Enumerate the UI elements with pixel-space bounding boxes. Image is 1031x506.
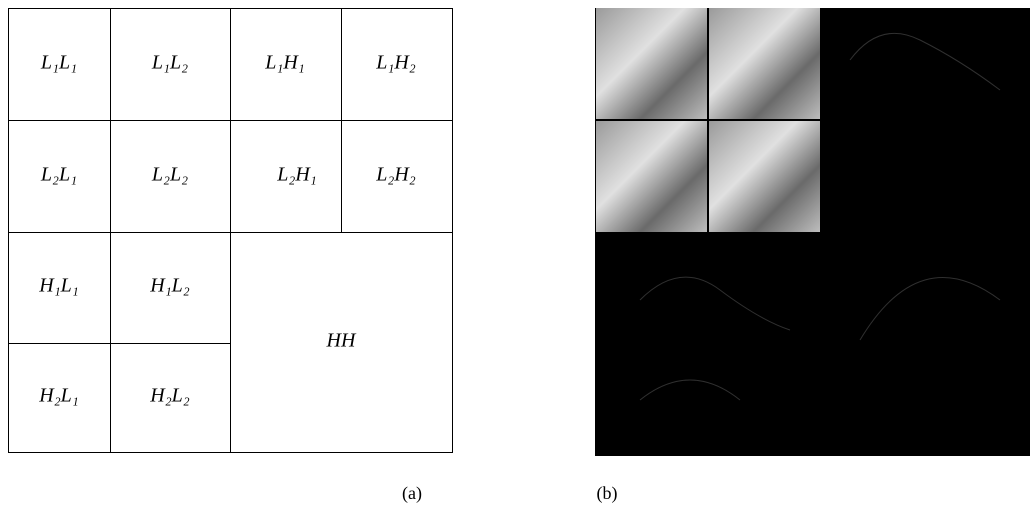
cell-label: HH (326, 330, 357, 352)
cell-label: L₁L₂ (151, 52, 188, 74)
approximation-image (596, 8, 707, 119)
cell-label: L₂L₁ (40, 164, 77, 186)
caption: (b) (597, 483, 618, 504)
figure: L₁L₁ L₁L₂ L₁H₁ L₁H₂ L₂L₁ L₂L₂ L₂H₁ L₂H₂ … (0, 0, 1031, 506)
cell-label: L₁H₁ (264, 52, 304, 74)
cell-label: L₂H₂ (375, 164, 416, 186)
cell-label: H₁L₂ (149, 275, 190, 297)
cell-label: L₂L₂ (151, 164, 188, 186)
cell-label: H₁L₁ (38, 275, 78, 297)
approximation-image (709, 8, 820, 119)
cell-label: L₂H₁ (276, 164, 316, 186)
approximation-image (709, 121, 820, 232)
decomposition-image (595, 8, 1030, 456)
cell-label: H₂L₂ (149, 385, 190, 407)
page: {"panel_a": {"cells": ["L₁L₁", "L₁L₂", "… (0, 0, 1031, 506)
cell-label: L₁L₁ (40, 52, 77, 74)
cell-label: H₂L₁ (38, 385, 78, 407)
caption: (a) (402, 483, 422, 504)
approximation-image (596, 121, 707, 232)
cell-label: L₁H₂ (375, 52, 416, 74)
